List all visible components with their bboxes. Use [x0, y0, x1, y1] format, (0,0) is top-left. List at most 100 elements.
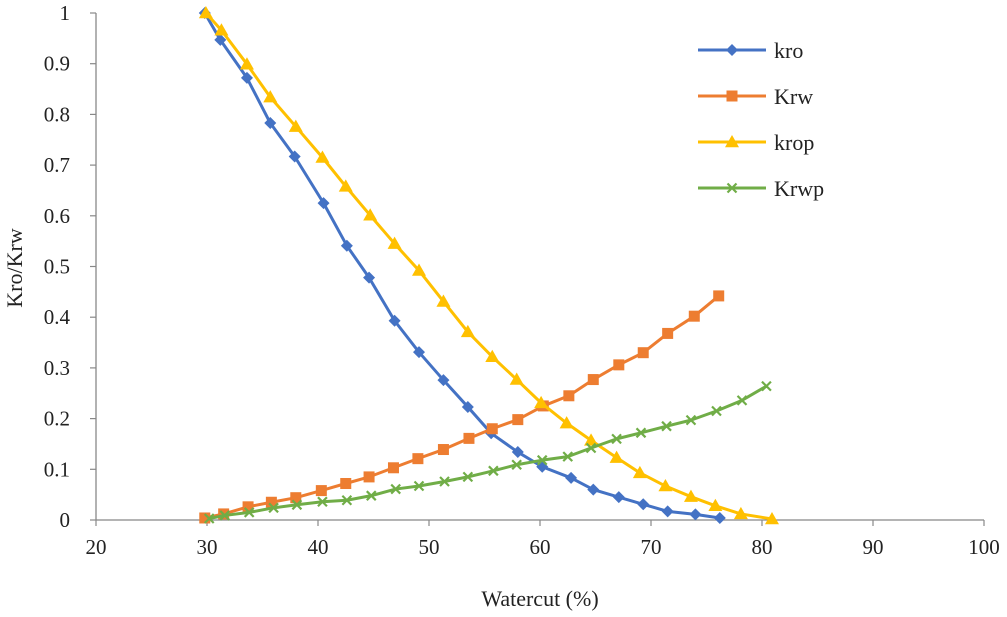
legend: kro Krw krop Krwp: [698, 38, 824, 201]
data-point-krop: [584, 433, 599, 446]
data-point-Krwp: [635, 427, 647, 439]
series-kro: [198, 7, 726, 524]
data-point-Krwp: [203, 513, 215, 524]
x-tick-label: 20: [86, 535, 107, 559]
y-tick-label: 0.5: [44, 255, 70, 279]
legend-swatch-marker: [726, 44, 738, 56]
data-point-Krwp: [243, 507, 255, 518]
data-point-Krwp: [585, 442, 597, 454]
data-point-Krwp: [685, 414, 697, 426]
data-point-Krw: [463, 432, 475, 444]
data-point-Krwp: [439, 476, 450, 487]
data-point-krop: [387, 236, 402, 249]
data-point-Krw: [637, 347, 649, 359]
legend-entry-kro: kro: [698, 38, 803, 63]
data-point-Krw: [199, 512, 211, 524]
data-point-krop: [338, 179, 353, 192]
data-point-Krw: [315, 485, 327, 497]
x-tick-label: 90: [863, 535, 884, 559]
data-point-krop: [363, 208, 378, 221]
data-point-Krwp: [366, 490, 377, 501]
data-point-Krwp: [661, 420, 672, 432]
legend-label: kro: [774, 38, 803, 63]
data-point-krop: [436, 294, 451, 307]
data-point-Krwp: [291, 499, 303, 511]
y-tick-label: 0.8: [44, 102, 70, 126]
x-tick-label: 40: [308, 535, 329, 559]
data-point-kro: [587, 483, 600, 496]
data-point-Krwp: [268, 502, 279, 514]
axes: [90, 12, 985, 526]
data-point-krop: [509, 372, 524, 385]
data-point-kro: [288, 150, 301, 163]
data-point-kro: [363, 271, 376, 284]
data-point-kro: [637, 498, 650, 511]
data-point-Krw: [563, 390, 575, 402]
data-point-Krwp: [736, 395, 748, 406]
x-tick-label: 70: [641, 535, 662, 559]
legend-swatch-marker: [725, 135, 739, 148]
data-point-kro: [461, 400, 474, 413]
x-tick-label: 60: [530, 535, 551, 559]
y-tick-label: 1: [60, 1, 71, 25]
y-tick-label: 0.9: [44, 52, 70, 76]
data-point-kro: [437, 374, 450, 387]
data-point-krop: [460, 324, 475, 338]
data-point-kro: [388, 314, 401, 327]
series-line-Krw: [204, 294, 720, 520]
data-point-kro: [713, 511, 726, 524]
data-point-Krw: [363, 471, 375, 483]
x-tick-label: 100: [968, 535, 1000, 559]
data-point-krop: [658, 479, 673, 492]
data-point-kro: [214, 33, 227, 46]
y-tick-label: 0.4: [44, 305, 71, 329]
series-Krwp: [203, 380, 772, 524]
data-point-Krwp: [413, 480, 425, 492]
data-point-kro: [240, 71, 253, 84]
series-krop: [198, 6, 779, 525]
y-tick-label: 0.3: [44, 356, 70, 380]
y-axis-title: Kro/Krw: [2, 228, 27, 308]
data-point-Krw: [290, 492, 302, 504]
data-point-kro: [689, 508, 702, 521]
x-tick-label: 50: [419, 535, 440, 559]
data-point-kro: [264, 117, 277, 130]
plot-area: [198, 6, 779, 525]
y-tick-label: 0: [60, 508, 71, 532]
data-point-Krw: [587, 374, 599, 386]
data-point-Krw: [412, 453, 424, 465]
data-point-kro: [413, 346, 426, 359]
data-point-Krw: [688, 310, 700, 322]
data-point-Krw: [512, 414, 524, 426]
data-point-Krwp: [390, 483, 401, 495]
legend-label: krop: [774, 130, 814, 155]
data-point-krop: [632, 465, 647, 479]
data-point-krop: [733, 506, 748, 520]
data-point-Krwp: [219, 510, 231, 521]
legend-swatch-marker: [726, 182, 738, 194]
data-point-kro: [511, 446, 524, 459]
data-point-Krwp: [317, 496, 328, 508]
data-point-kro: [612, 491, 625, 504]
legend-entry-Krw: Krw: [698, 84, 813, 109]
x-tick-label: 80: [752, 535, 773, 559]
data-point-krop: [609, 450, 624, 463]
data-point-kro: [565, 471, 578, 484]
data-point-Krwp: [462, 471, 474, 483]
data-point-krop: [485, 349, 500, 362]
data-point-krop: [708, 498, 723, 512]
x-axis-title: Watercut (%): [481, 586, 598, 611]
data-point-krop: [683, 489, 698, 502]
data-point-krop: [288, 119, 303, 132]
data-point-krop: [764, 511, 779, 525]
data-point-Krwp: [488, 465, 499, 477]
legend-label: Krwp: [774, 176, 824, 201]
data-point-Krw: [662, 327, 674, 339]
data-point-Krw: [387, 462, 399, 474]
data-point-Krwp: [761, 380, 772, 392]
data-point-krop: [315, 150, 330, 163]
y-tick-label: 0.1: [44, 457, 70, 481]
data-point-kro: [317, 197, 330, 210]
series-line-Krwp: [208, 384, 768, 520]
series-line-krop: [204, 11, 773, 521]
